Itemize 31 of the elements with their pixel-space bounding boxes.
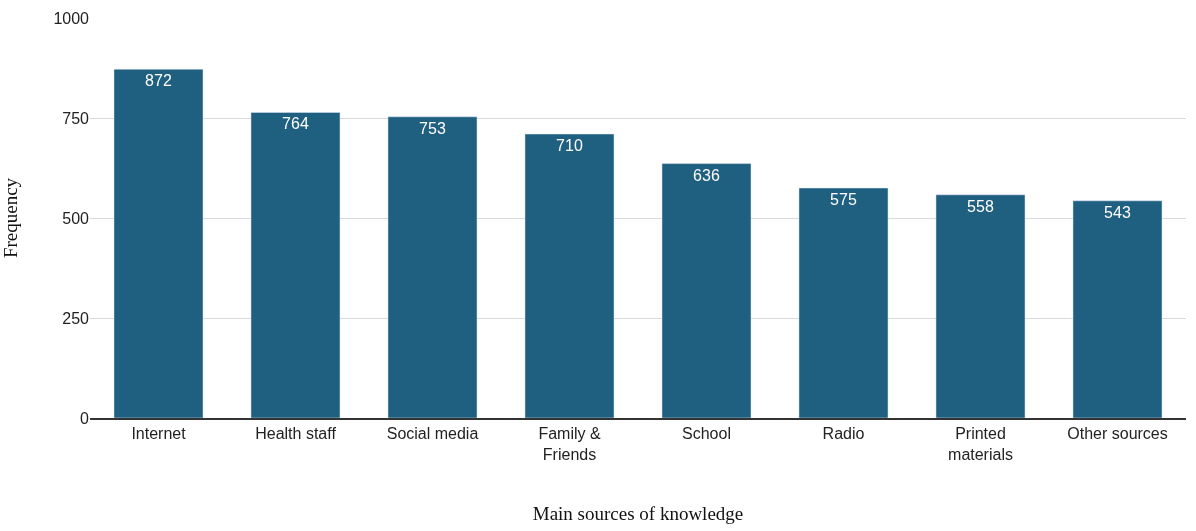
y-tick-label: 750 bbox=[62, 109, 90, 127]
y-tick-label: 250 bbox=[62, 309, 90, 327]
bar bbox=[1072, 200, 1163, 418]
data-label: 543 bbox=[1104, 203, 1131, 221]
y-axis-title: Frequency bbox=[0, 177, 22, 259]
bar bbox=[524, 133, 615, 418]
data-label: 558 bbox=[967, 197, 994, 215]
x-tick-label: School bbox=[682, 424, 731, 442]
bar bbox=[250, 112, 341, 418]
bar bbox=[661, 163, 752, 418]
bar bbox=[387, 116, 478, 418]
data-label: 764 bbox=[282, 115, 309, 133]
bar bbox=[113, 68, 204, 418]
y-tick-label: 0 bbox=[80, 409, 90, 427]
data-label: 872 bbox=[145, 72, 172, 90]
x-tick-label: Internet bbox=[131, 424, 187, 442]
bar bbox=[798, 187, 889, 418]
x-tick-label: Printed materials bbox=[948, 424, 1013, 463]
data-label: 575 bbox=[830, 191, 857, 208]
y-tick-label: 500 bbox=[62, 209, 90, 227]
data-label: 636 bbox=[693, 166, 720, 184]
data-label: 753 bbox=[419, 119, 446, 137]
x-tick-label: Radio bbox=[822, 424, 865, 442]
y-tick-label: 1000 bbox=[53, 9, 90, 27]
data-label: 710 bbox=[556, 137, 583, 154]
x-tick-label: Other sources bbox=[1067, 424, 1168, 442]
bar bbox=[935, 194, 1026, 418]
x-tick-label: Social media bbox=[386, 424, 479, 442]
x-axis-title: Main sources of knowledge bbox=[532, 503, 744, 525]
x-tick-label: Health staff bbox=[255, 424, 337, 442]
x-tick-label: Family & Friends bbox=[538, 424, 601, 463]
